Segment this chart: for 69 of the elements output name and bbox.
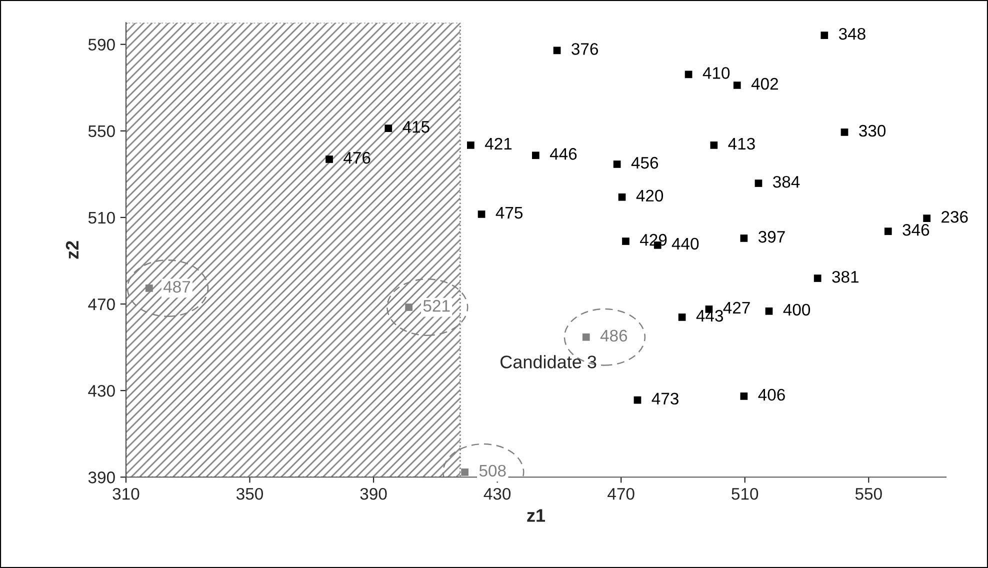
annotation: 236 bbox=[942, 211, 968, 223]
point bbox=[634, 396, 642, 404]
point bbox=[405, 304, 412, 311]
y-tick-label: 470 bbox=[88, 298, 115, 310]
annotation: 346 bbox=[902, 224, 930, 236]
point bbox=[710, 142, 718, 149]
annotation: 402 bbox=[751, 78, 778, 90]
annotation: 406 bbox=[758, 388, 785, 401]
x-tick-label: 550 bbox=[855, 488, 882, 500]
point bbox=[684, 70, 692, 78]
annotation: 508 bbox=[479, 464, 506, 477]
point bbox=[840, 128, 848, 136]
y-tick-label: 390 bbox=[88, 472, 115, 484]
point bbox=[618, 193, 626, 201]
annotation: 456 bbox=[631, 156, 658, 169]
x-tick-label: 430 bbox=[484, 488, 511, 500]
point bbox=[740, 234, 748, 242]
annotation: 420 bbox=[636, 190, 664, 202]
point bbox=[754, 180, 762, 187]
y-tick-label: 590 bbox=[88, 38, 115, 51]
point bbox=[478, 210, 486, 218]
point bbox=[740, 392, 748, 400]
point bbox=[461, 468, 468, 476]
point bbox=[582, 333, 590, 341]
point bbox=[146, 284, 153, 292]
annotation: 521 bbox=[423, 300, 450, 312]
annotation: 330 bbox=[859, 124, 886, 137]
x-tick-label: 470 bbox=[608, 488, 634, 500]
annotation: 400 bbox=[783, 304, 810, 316]
x-tick-label: 350 bbox=[236, 488, 264, 500]
annotation: 410 bbox=[702, 67, 730, 79]
point bbox=[613, 160, 621, 168]
annotation: 376 bbox=[572, 43, 598, 55]
annotation: 486 bbox=[600, 330, 628, 342]
annotation: 421 bbox=[484, 138, 512, 150]
point bbox=[814, 274, 822, 282]
annotation: 413 bbox=[728, 138, 755, 150]
annotation: 384 bbox=[773, 176, 800, 188]
x-axis-title: z1 bbox=[527, 509, 546, 522]
annotation: 427 bbox=[723, 302, 750, 314]
point bbox=[765, 307, 773, 315]
point bbox=[923, 214, 930, 222]
y-tick-label: 550 bbox=[88, 125, 115, 138]
point bbox=[884, 228, 892, 235]
annotation: 415 bbox=[402, 121, 430, 133]
annotation: 475 bbox=[496, 207, 523, 219]
annotation: 397 bbox=[758, 230, 785, 243]
annotation: 440 bbox=[672, 238, 699, 250]
annotation: 381 bbox=[832, 270, 858, 283]
annotation: 473 bbox=[652, 392, 678, 405]
point bbox=[622, 238, 630, 245]
point bbox=[553, 46, 561, 54]
point bbox=[384, 124, 392, 132]
y-tick-label: 510 bbox=[88, 212, 115, 224]
annotation: 446 bbox=[550, 148, 577, 160]
x-tick-label: 390 bbox=[360, 488, 387, 500]
point bbox=[820, 32, 828, 39]
point bbox=[326, 156, 333, 163]
x-tick-label: 310 bbox=[112, 488, 140, 500]
point bbox=[532, 152, 540, 160]
annotation: 476 bbox=[344, 152, 370, 164]
annotation: 348 bbox=[838, 28, 866, 40]
point bbox=[467, 142, 474, 149]
y-tick-label: 430 bbox=[88, 384, 115, 397]
point bbox=[733, 82, 741, 89]
point bbox=[678, 314, 686, 321]
annotation: 487 bbox=[163, 280, 190, 293]
x-tick-label: 510 bbox=[732, 488, 758, 500]
y-axis-title: z2 bbox=[66, 241, 78, 259]
